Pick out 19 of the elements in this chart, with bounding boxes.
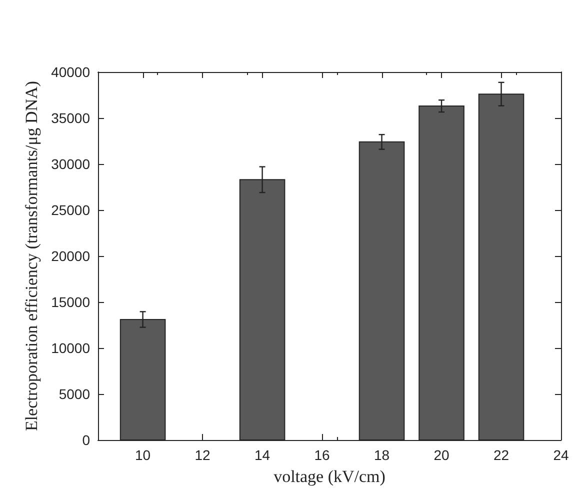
x-tick-label: 22 [493,447,510,463]
y-tick-label: 20000 [51,248,90,264]
y-tick-label: 40000 [51,64,90,80]
x-tick-label: 24 [553,447,569,463]
y-tick-label: 10000 [51,340,90,356]
x-tick-label: 10 [135,447,151,463]
x-tick-label: 16 [314,447,330,463]
x-tick-label: 14 [254,447,270,463]
y-tick-label: 15000 [51,294,90,310]
y-tick-label: 0 [82,432,90,448]
y-tick-label: 25000 [51,202,90,218]
y-tick-label: 5000 [58,386,90,402]
x-tick-label: 12 [194,447,211,463]
y-axis-title: Electroporation efficiency (transformants/μg DNA) [22,80,42,432]
y-tick-label: 30000 [51,156,90,172]
x-tick-label: 18 [374,447,390,463]
x-tick-label: 20 [434,447,450,463]
x-axis-title: voltage (kV/cm) [274,467,386,486]
y-tick-label: 35000 [51,110,90,126]
